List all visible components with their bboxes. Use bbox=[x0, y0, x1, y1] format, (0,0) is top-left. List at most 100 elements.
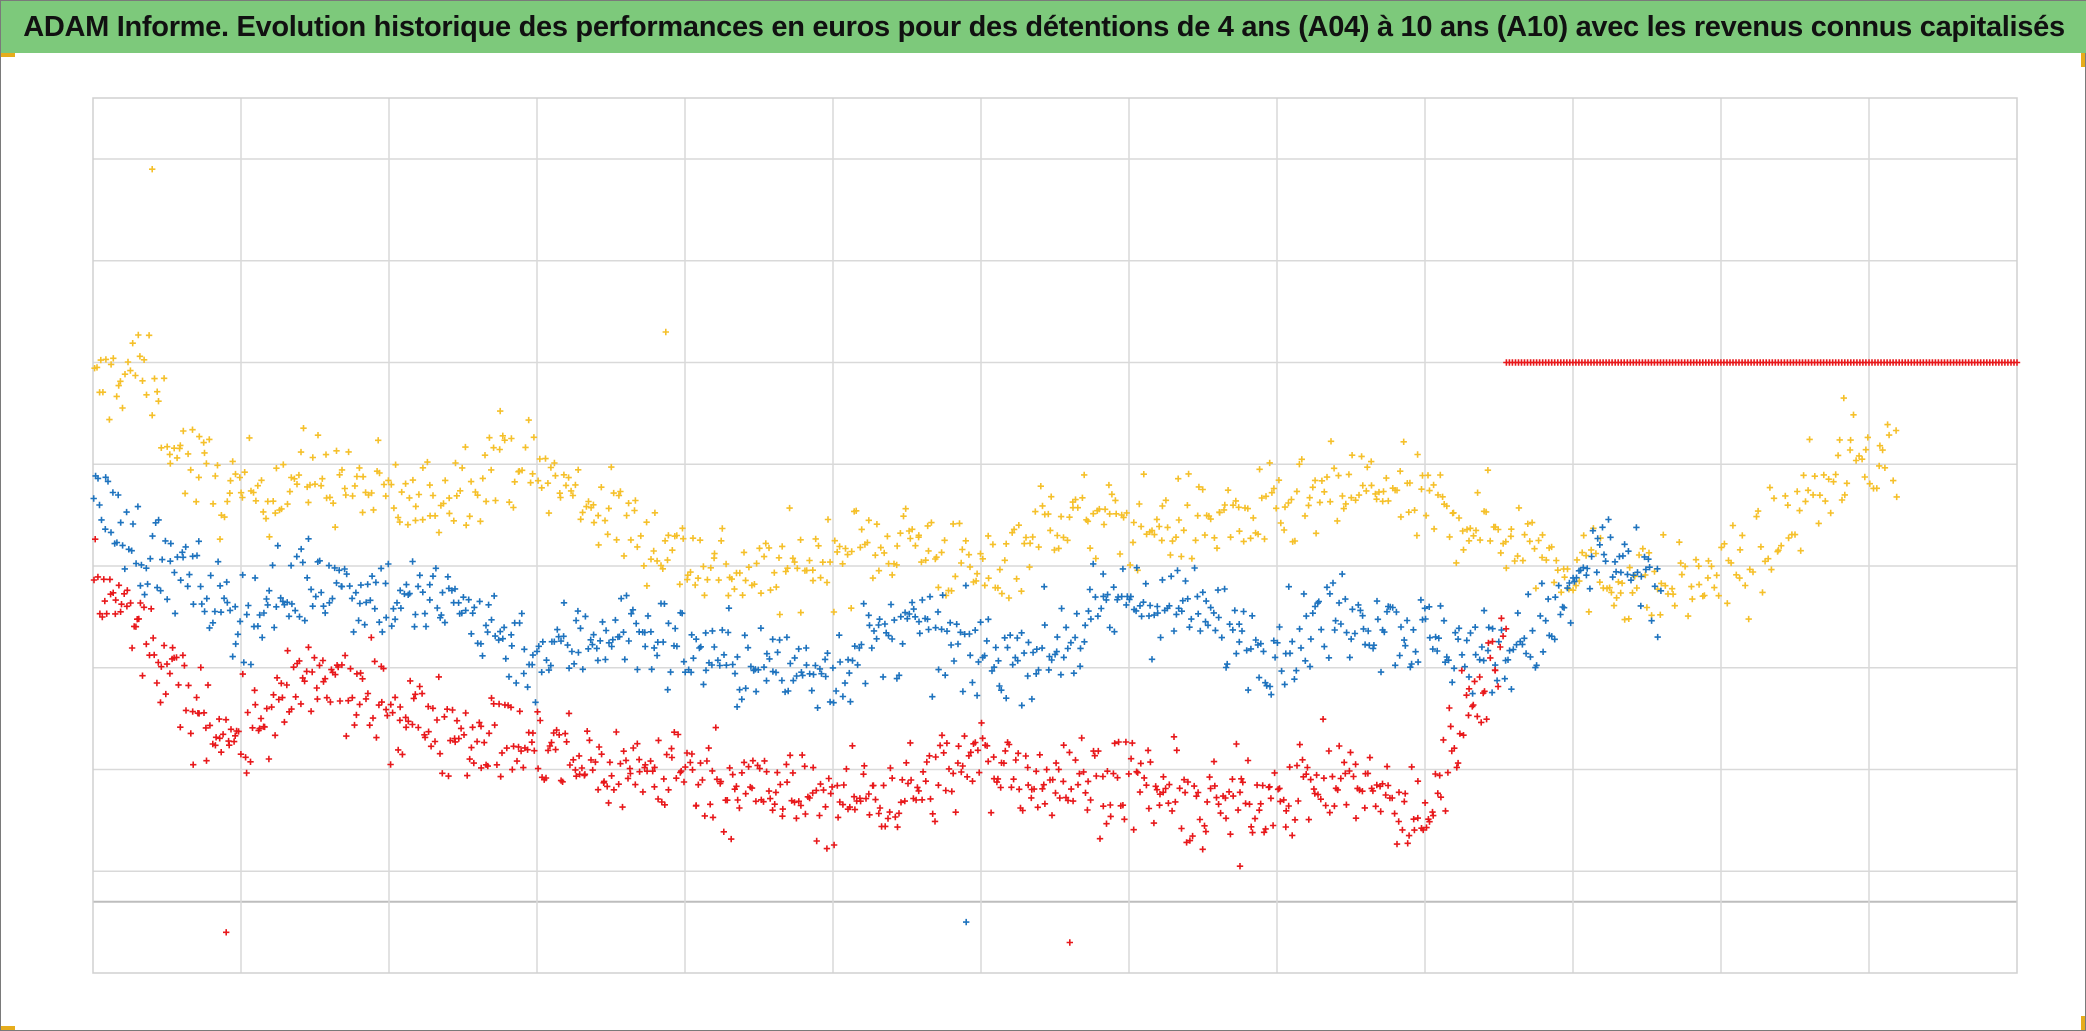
point-flat-line bbox=[2013, 359, 2021, 366]
point-a04 bbox=[260, 609, 268, 617]
point-a05 bbox=[449, 706, 456, 714]
point-a04 bbox=[1307, 635, 1315, 643]
point-a04 bbox=[1300, 590, 1308, 598]
point-a10 bbox=[547, 464, 555, 471]
point-a05 bbox=[112, 610, 119, 618]
point-a10 bbox=[756, 545, 763, 552]
point-a04 bbox=[1236, 638, 1243, 646]
point-a10 bbox=[933, 554, 940, 561]
point-a05 bbox=[197, 664, 204, 671]
point-a04 bbox=[959, 688, 967, 695]
point-a05 bbox=[895, 810, 903, 817]
point-a04 bbox=[1106, 624, 1113, 631]
point-a05 bbox=[1210, 758, 1218, 765]
point-a05 bbox=[477, 723, 485, 730]
point-a04 bbox=[822, 673, 829, 680]
point-a10 bbox=[1822, 497, 1829, 505]
point-a05 bbox=[615, 781, 622, 788]
point-a05 bbox=[1043, 766, 1050, 773]
point-a05 bbox=[972, 739, 979, 746]
point-a05 bbox=[402, 714, 409, 721]
point-a05 bbox=[341, 652, 349, 659]
point-a05 bbox=[789, 769, 797, 777]
point-a04 bbox=[1202, 618, 1209, 625]
point-a04 bbox=[1218, 634, 1225, 641]
point-a04 bbox=[1495, 638, 1502, 645]
point-a10 bbox=[1105, 481, 1113, 489]
point-a04 bbox=[469, 610, 476, 617]
point-a05 bbox=[990, 753, 997, 761]
point-a04 bbox=[772, 669, 780, 676]
point-a04 bbox=[803, 644, 810, 652]
point-a04 bbox=[1633, 524, 1640, 531]
point-a05 bbox=[1068, 785, 1075, 793]
point-a05 bbox=[926, 752, 933, 759]
point-a05 bbox=[380, 665, 387, 672]
point-a05 bbox=[251, 687, 258, 694]
point-a04 bbox=[1335, 599, 1343, 607]
point-a10 bbox=[1669, 591, 1677, 598]
point-a04 bbox=[623, 592, 630, 599]
point-a04 bbox=[897, 613, 904, 620]
point-a04 bbox=[1210, 609, 1217, 617]
point-a04 bbox=[1146, 602, 1154, 609]
point-a05 bbox=[163, 660, 171, 668]
point-a10 bbox=[252, 497, 260, 504]
point-a04 bbox=[426, 581, 433, 588]
point-a05 bbox=[230, 738, 238, 745]
point-a05 bbox=[157, 699, 164, 706]
point-a04 bbox=[1552, 594, 1559, 601]
point-a04 bbox=[209, 619, 217, 626]
point-a05 bbox=[1206, 773, 1213, 781]
point-a05 bbox=[636, 768, 643, 775]
point-a05 bbox=[587, 756, 595, 764]
point-a04 bbox=[288, 600, 296, 608]
point-a10 bbox=[1334, 517, 1341, 525]
point-a10 bbox=[424, 458, 431, 466]
point-a10 bbox=[1881, 464, 1889, 471]
point-a05 bbox=[979, 735, 986, 742]
point-a05 bbox=[974, 747, 982, 754]
point-a04 bbox=[1276, 623, 1283, 631]
corner-marker-bottom-right bbox=[2081, 1016, 2085, 1030]
point-a04 bbox=[1195, 610, 1202, 617]
point-a04 bbox=[747, 663, 755, 670]
point-a05 bbox=[665, 786, 672, 793]
point-a10 bbox=[1615, 578, 1622, 586]
point-a04 bbox=[1510, 646, 1517, 653]
point-a10 bbox=[1180, 527, 1187, 534]
point-a04 bbox=[1236, 621, 1243, 628]
point-a04 bbox=[609, 636, 616, 643]
point-a04 bbox=[206, 624, 213, 632]
point-a04 bbox=[910, 605, 917, 613]
point-a04 bbox=[744, 644, 752, 651]
point-a05 bbox=[1492, 667, 1499, 674]
point-a05 bbox=[605, 799, 612, 807]
point-a05 bbox=[1423, 824, 1430, 831]
point-a04 bbox=[1434, 647, 1441, 655]
point-a04 bbox=[1435, 635, 1442, 642]
point-a10 bbox=[1335, 472, 1342, 479]
point-a10 bbox=[1397, 513, 1405, 521]
point-a05 bbox=[92, 536, 99, 543]
point-a05 bbox=[94, 573, 102, 581]
point-a05 bbox=[1319, 716, 1327, 723]
point-a05 bbox=[907, 776, 915, 784]
point-a05 bbox=[697, 759, 704, 767]
point-a05 bbox=[820, 786, 827, 794]
point-a05 bbox=[1331, 802, 1338, 810]
point-a05 bbox=[851, 806, 859, 813]
point-a04 bbox=[518, 610, 525, 617]
point-a05 bbox=[226, 742, 233, 749]
point-a04 bbox=[899, 640, 906, 647]
point-a04 bbox=[476, 598, 483, 605]
point-a10 bbox=[341, 485, 348, 492]
point-a05 bbox=[1082, 789, 1089, 796]
point-a04 bbox=[355, 617, 362, 624]
point-a04 bbox=[1271, 654, 1279, 661]
point-a04 bbox=[647, 628, 655, 635]
point-a04 bbox=[1285, 583, 1292, 590]
point-a05 bbox=[617, 760, 624, 767]
point-a04 bbox=[143, 565, 150, 572]
